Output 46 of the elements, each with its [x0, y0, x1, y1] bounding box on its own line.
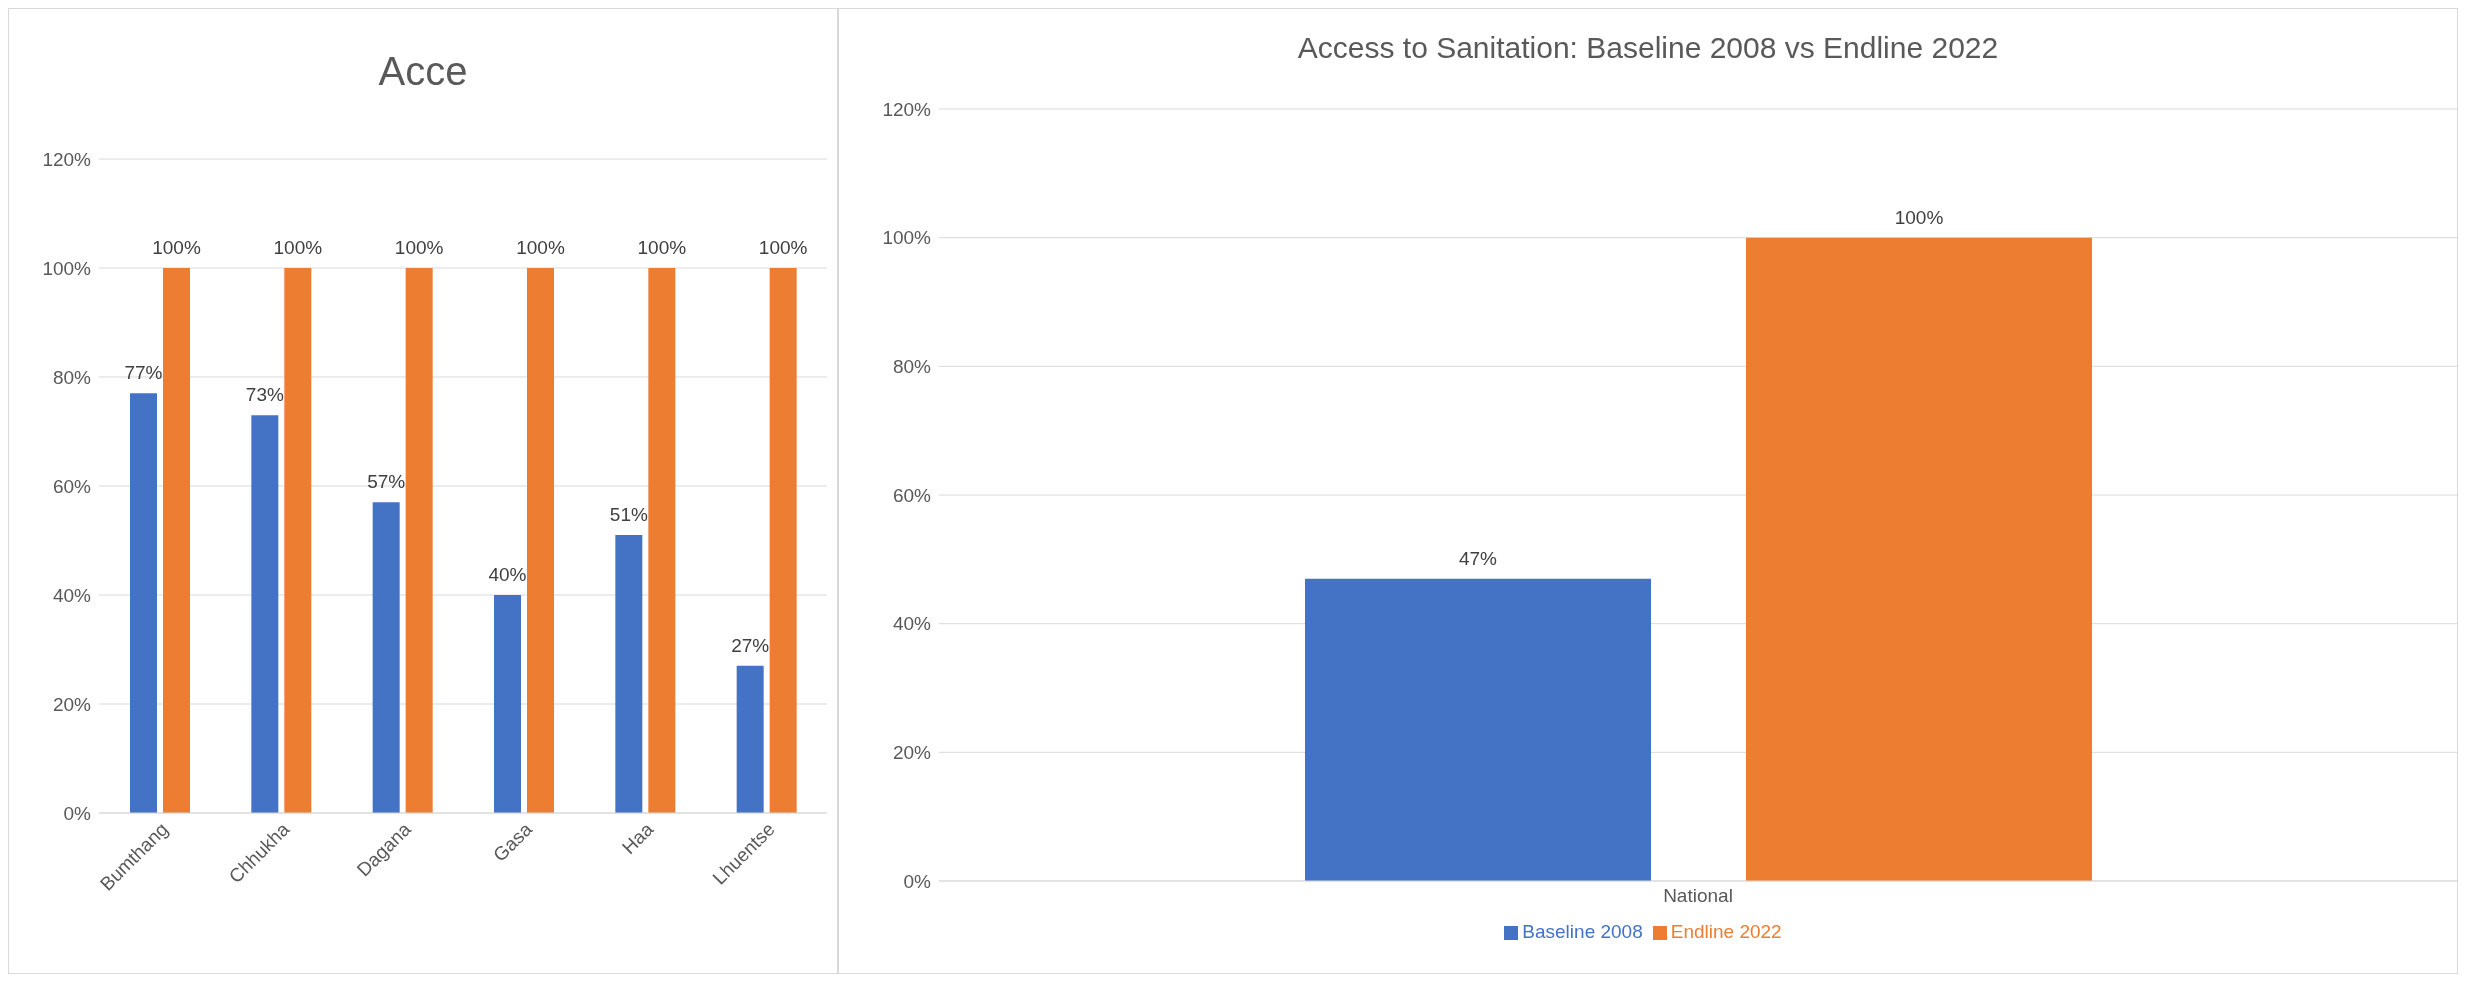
bar	[405, 268, 433, 813]
y-tick-label: 0%	[63, 802, 92, 824]
y-tick-label: 40%	[892, 613, 932, 635]
bar	[284, 268, 312, 813]
data-label: 73%	[245, 384, 284, 406]
data-label: 40%	[488, 564, 527, 585]
data-label: 27%	[731, 634, 770, 656]
bar	[736, 665, 764, 813]
bar	[648, 268, 676, 813]
data-label: 100%	[152, 237, 201, 258]
data-label: 100%	[394, 237, 444, 258]
y-tick-label: 100%	[882, 227, 932, 249]
bar	[769, 268, 797, 813]
bar	[251, 415, 279, 813]
x-tick-label: National	[1663, 885, 1733, 907]
data-label: 100%	[637, 237, 687, 258]
data-label: 100%	[273, 237, 323, 258]
chart-title: Acce	[377, 48, 469, 95]
y-tick-label: 20%	[892, 742, 932, 764]
legend-label: Endline 2022	[1670, 921, 1782, 942]
chart-title: Access to Sanitation: Baseline 2008 vs Endline 2022	[1296, 30, 2000, 66]
data-label: 77%	[124, 362, 163, 384]
y-tick-label: 60%	[52, 475, 92, 497]
y-tick-label: 0%	[903, 870, 932, 892]
legend-label: Baseline 2008	[1522, 921, 1643, 942]
y-tick-label: 120%	[882, 98, 932, 120]
y-tick-label: 100%	[42, 257, 92, 279]
data-label: 100%	[758, 237, 808, 258]
y-tick-label: 40%	[52, 584, 92, 606]
y-tick-label: 80%	[892, 356, 932, 378]
bar	[372, 502, 400, 813]
bar	[163, 268, 190, 813]
data-label: 100%	[516, 237, 565, 258]
bar	[527, 268, 554, 813]
y-tick-label: 120%	[42, 148, 92, 170]
y-tick-label: 60%	[892, 484, 932, 506]
bar	[494, 595, 521, 813]
bar	[130, 393, 157, 813]
y-tick-label: 20%	[52, 693, 92, 715]
data-label: 57%	[367, 471, 406, 493]
data-label: 51%	[609, 504, 648, 526]
x-tick-label: Haa	[617, 818, 658, 859]
data-label: 47%	[1458, 547, 1498, 569]
bar	[615, 535, 643, 813]
y-tick-label: 80%	[52, 366, 92, 388]
data-label: 100%	[1894, 206, 1944, 228]
